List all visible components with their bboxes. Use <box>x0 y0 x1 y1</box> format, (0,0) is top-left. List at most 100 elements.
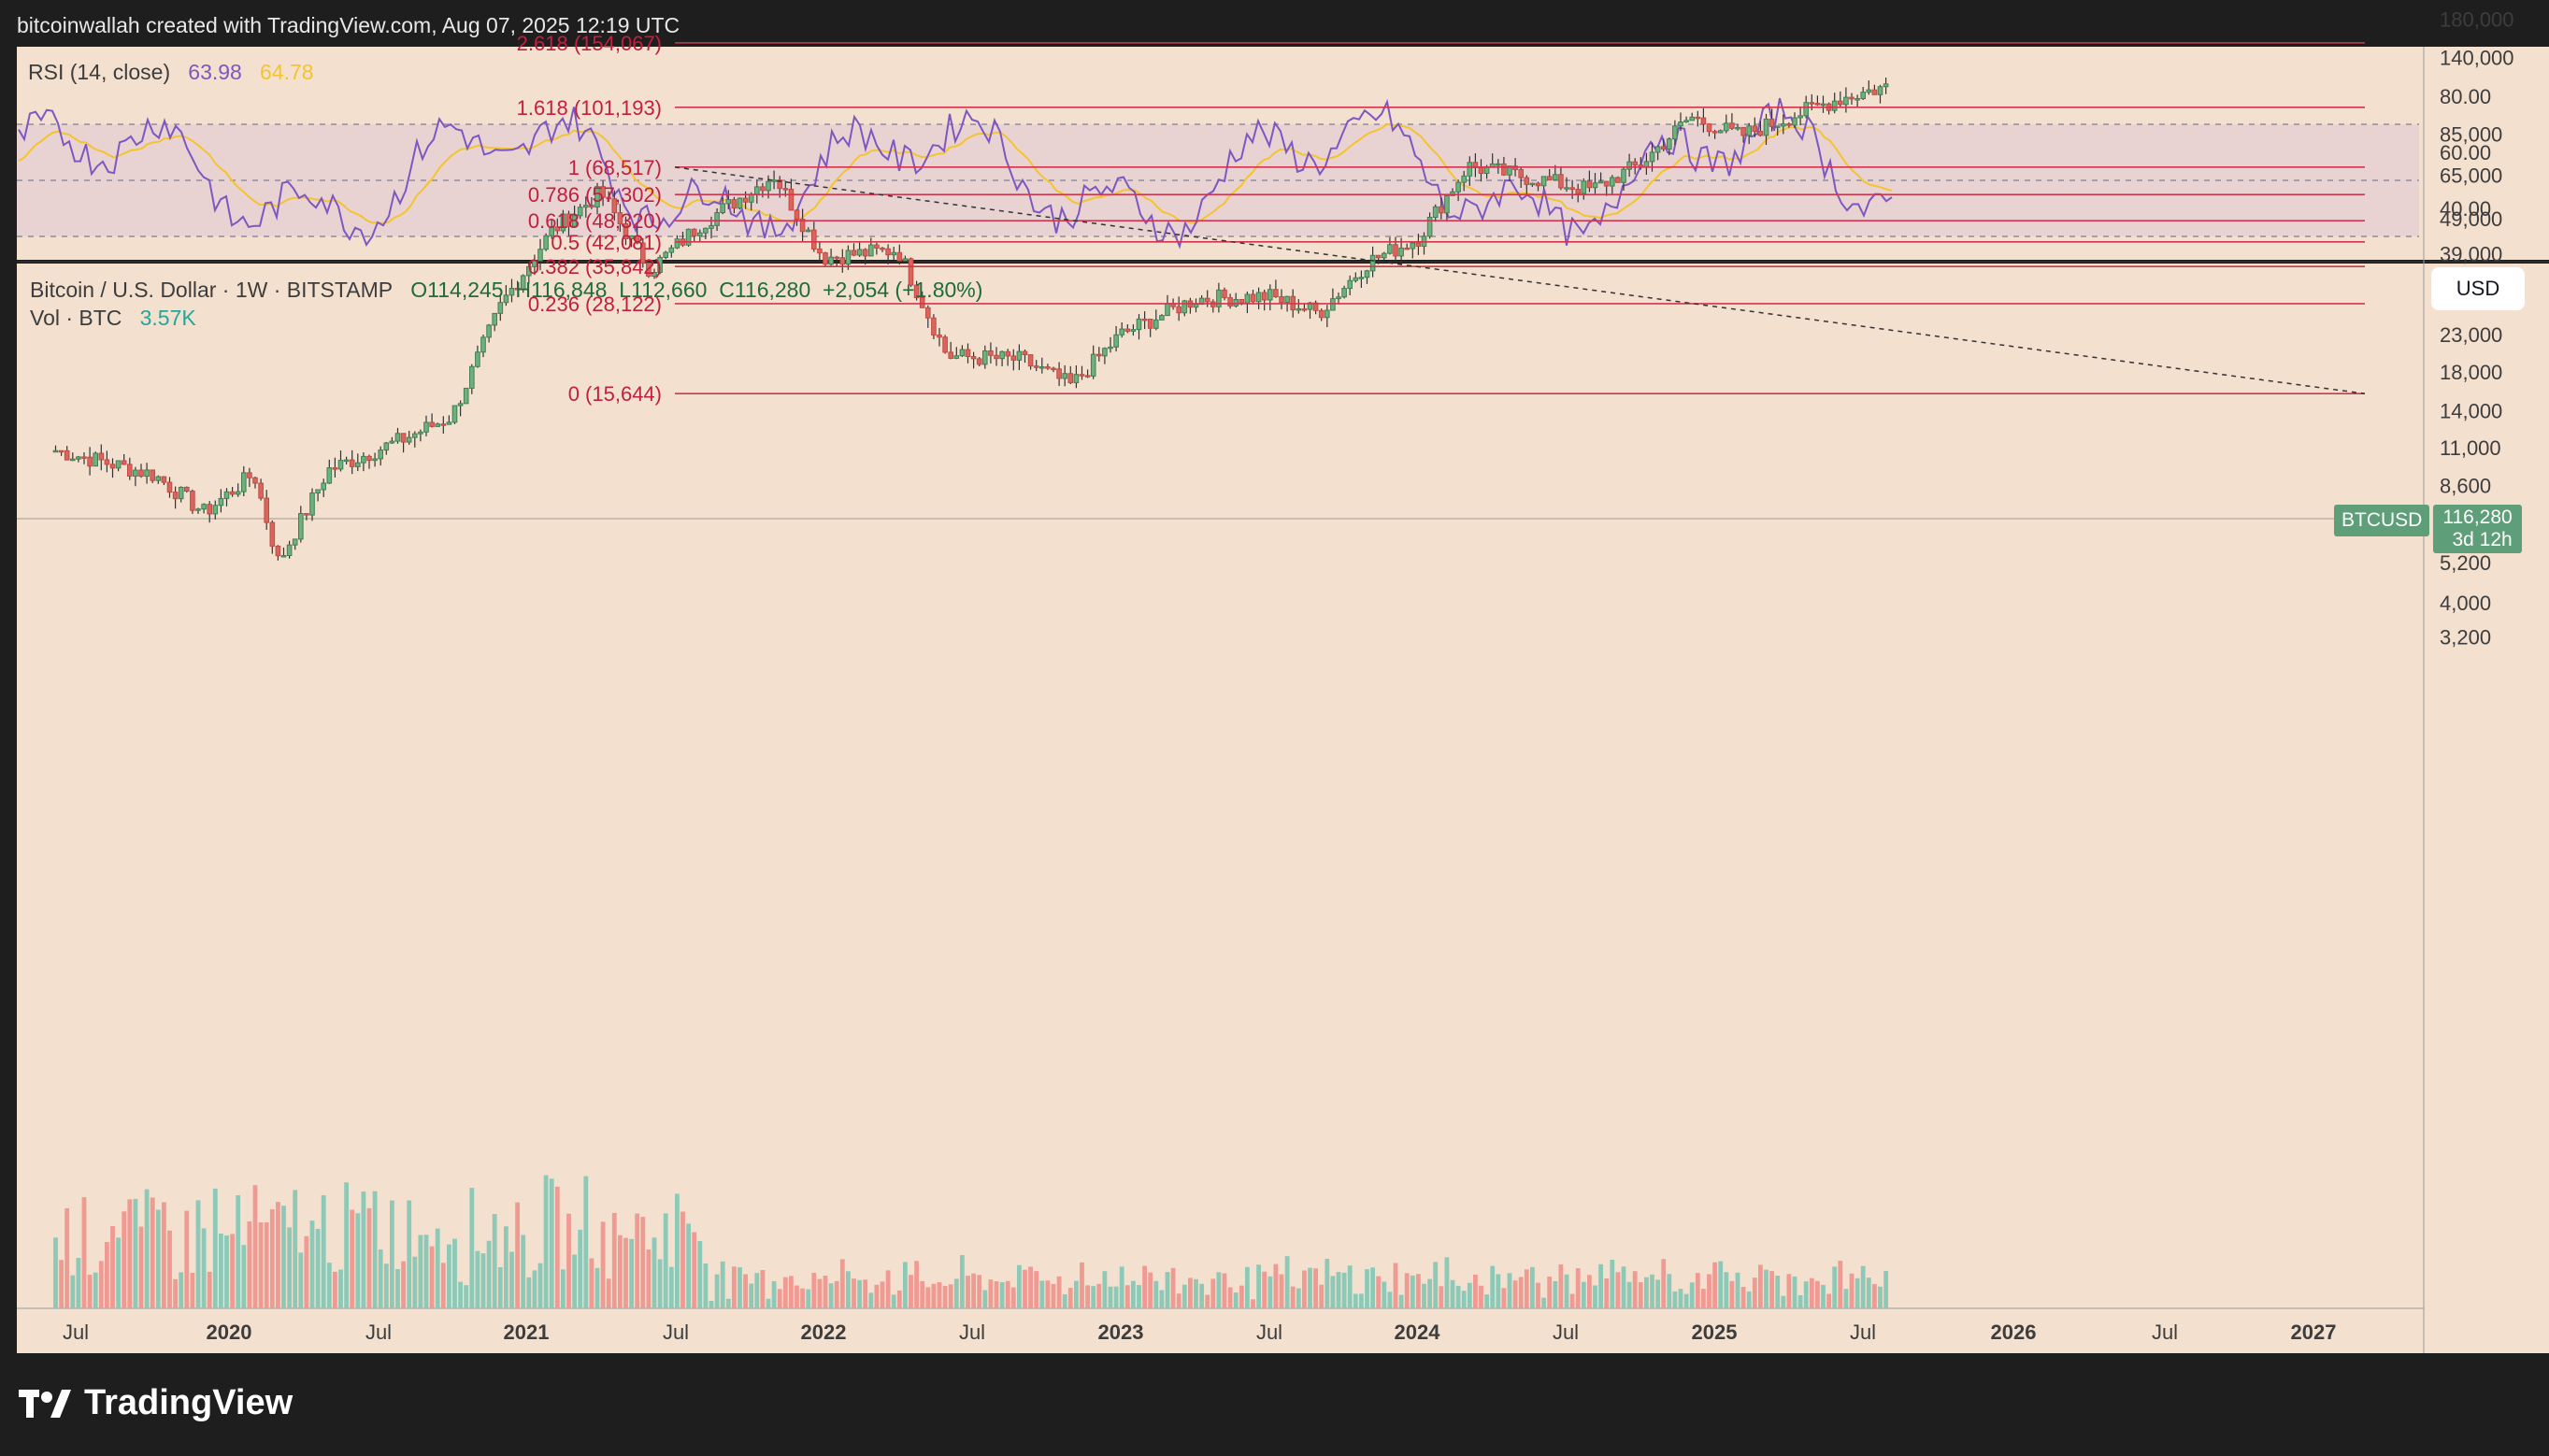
candle-body <box>742 197 749 203</box>
candle-body <box>1415 242 1422 248</box>
currency-button[interactable]: USD <box>2431 267 2525 310</box>
volume-bar <box>1341 1272 1347 1308</box>
volume-bar <box>885 1270 891 1308</box>
candle-body <box>1540 176 1547 187</box>
fib-level-label: 1.618 (101,193) <box>517 96 662 120</box>
volume-bar <box>1227 1287 1233 1308</box>
volume-bar <box>896 1290 902 1308</box>
volume-bar <box>1558 1263 1564 1308</box>
volume-bar <box>1826 1293 1831 1308</box>
volume-bar <box>1273 1263 1279 1308</box>
candle-body <box>537 249 543 262</box>
price-tick-label: 49,000 <box>2440 207 2502 231</box>
candle-body <box>1621 168 1626 183</box>
candle-body <box>1695 116 1701 120</box>
volume-bar <box>1872 1284 1877 1308</box>
candle-body <box>486 324 492 338</box>
candle-body <box>1296 307 1302 311</box>
candle-body <box>1450 191 1455 196</box>
time-tick-label: Jul <box>365 1320 392 1344</box>
volume-bar <box>800 1288 805 1308</box>
volume-bar <box>469 1188 475 1308</box>
candle-body <box>1387 244 1393 254</box>
candle-body <box>378 450 383 460</box>
volume-bar <box>418 1235 423 1308</box>
volume-bar <box>1085 1285 1090 1308</box>
volume-bar <box>714 1274 720 1308</box>
candle-body <box>1814 103 1821 106</box>
volume-bar <box>521 1235 526 1308</box>
candle-body <box>1312 302 1319 311</box>
candle-body <box>252 477 258 484</box>
volume-bar <box>732 1266 737 1308</box>
symbol-label[interactable]: Bitcoin / U.S. Dollar · 1W · BITSTAMP <box>30 278 394 302</box>
price-tick-label: 140,000 <box>2440 47 2514 70</box>
candle-body <box>766 180 771 192</box>
volume-bar <box>212 1188 218 1308</box>
candle-body <box>1592 182 1598 189</box>
volume-bar <box>98 1261 104 1308</box>
high-value: H116,848 <box>515 278 608 302</box>
candle-body <box>1786 123 1792 126</box>
volume-bar <box>1074 1280 1079 1308</box>
price-tick-label: 23,000 <box>2440 323 2502 347</box>
volume-bar <box>1319 1284 1325 1308</box>
volume-bar <box>1815 1280 1820 1308</box>
candle-body <box>280 555 287 558</box>
change-value: +2,054 (+1.80%) <box>823 278 983 302</box>
candle-body <box>982 350 988 365</box>
tradingview-logo[interactable]: TradingView <box>19 1383 293 1423</box>
volume-bar <box>709 1300 714 1308</box>
candle-body <box>1051 367 1056 371</box>
volume-bar <box>966 1276 970 1308</box>
volume-bar <box>1188 1278 1193 1308</box>
price-tick-label: 11,000 <box>2440 436 2501 460</box>
candle-body <box>446 421 452 425</box>
volume-bar <box>287 1227 292 1308</box>
candle-body <box>1883 83 1889 88</box>
volume-bar <box>1797 1294 1803 1308</box>
volume-bar <box>1792 1276 1797 1308</box>
candle-body <box>1529 182 1536 186</box>
volume-bar <box>480 1253 486 1308</box>
volume-bar <box>1832 1266 1838 1308</box>
candle-body <box>577 207 583 217</box>
volume-bar <box>167 1230 172 1308</box>
candle-body <box>1546 176 1553 181</box>
candle-body <box>1318 309 1325 319</box>
volume-bar <box>1279 1274 1284 1308</box>
volume-bar <box>703 1263 709 1308</box>
volume-bar <box>1028 1266 1033 1308</box>
price-tick-label: 4,000 <box>2440 592 2491 615</box>
volume-bar <box>497 1267 503 1308</box>
volume-bar <box>1683 1293 1689 1308</box>
candle-body <box>771 179 777 182</box>
volume-bar <box>179 1272 184 1308</box>
brand-name: TradingView <box>84 1383 294 1422</box>
volume-bar <box>447 1244 451 1308</box>
time-tick-label: Jul <box>959 1320 985 1344</box>
volume-bar <box>1370 1267 1375 1308</box>
candle-body <box>497 302 504 314</box>
candle-body <box>1809 102 1815 105</box>
candle-body <box>1781 123 1786 127</box>
candle-body <box>1632 161 1639 166</box>
candle-body <box>874 244 880 249</box>
volume-bar <box>1296 1288 1301 1308</box>
candle-body <box>172 492 179 500</box>
volume-bar <box>1610 1259 1615 1308</box>
price-tag: BTCUSD 116,280 3d 12h <box>2334 505 2522 553</box>
volume-bar <box>1541 1297 1546 1308</box>
volume-bar <box>611 1212 617 1308</box>
volume-bar <box>777 1289 782 1308</box>
candle-body <box>1740 126 1746 136</box>
volume-bar <box>1216 1272 1222 1308</box>
candle-body <box>1301 307 1308 311</box>
candle-body <box>703 227 709 234</box>
volume-bar <box>1181 1284 1187 1308</box>
volume-bar <box>515 1202 520 1308</box>
volume-bar <box>110 1225 115 1308</box>
volume-bar <box>578 1229 583 1308</box>
volume-bar <box>811 1273 817 1308</box>
